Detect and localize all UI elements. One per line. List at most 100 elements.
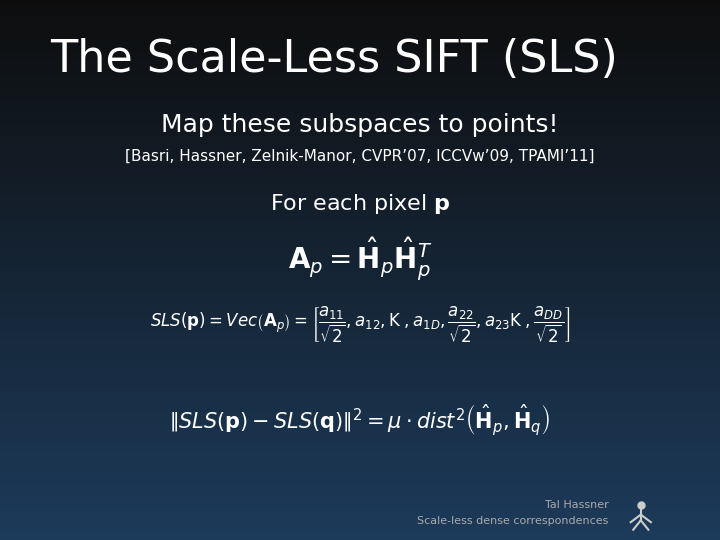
- Bar: [0, 38, 720, 40]
- Bar: [0, 408, 720, 410]
- Bar: [0, 238, 720, 240]
- Bar: [0, 481, 720, 483]
- Bar: [0, 526, 720, 529]
- Bar: [0, 246, 720, 248]
- Text: [Basri, Hassner, Zelnik-Manor, CVPR’07, ICCVw’09, TPAMI’11]: [Basri, Hassner, Zelnik-Manor, CVPR’07, …: [125, 148, 595, 164]
- Bar: [0, 232, 720, 235]
- Bar: [0, 24, 720, 27]
- Bar: [0, 184, 720, 186]
- Bar: [0, 16, 720, 19]
- Bar: [0, 329, 720, 332]
- Bar: [0, 310, 720, 313]
- Bar: [0, 256, 720, 259]
- Bar: [0, 111, 720, 113]
- Bar: [0, 43, 720, 46]
- Bar: [0, 32, 720, 35]
- Bar: [0, 335, 720, 338]
- Bar: [0, 437, 720, 440]
- Bar: [0, 421, 720, 424]
- Bar: [0, 373, 720, 375]
- Bar: [0, 103, 720, 105]
- Bar: [0, 35, 720, 38]
- Bar: [0, 130, 720, 132]
- Bar: [0, 402, 720, 405]
- Bar: [0, 381, 720, 383]
- Bar: [0, 400, 720, 402]
- Bar: [0, 135, 720, 138]
- Text: $\mathbf{A}_{p} = \hat{\mathbf{H}}_{p}\hat{\mathbf{H}}_{p}^{T}$: $\mathbf{A}_{p} = \hat{\mathbf{H}}_{p}\h…: [288, 235, 432, 282]
- Bar: [0, 516, 720, 518]
- Bar: [0, 535, 720, 537]
- Bar: [0, 278, 720, 281]
- Bar: [0, 302, 720, 305]
- Bar: [0, 259, 720, 262]
- Bar: [0, 289, 720, 292]
- Bar: [0, 27, 720, 30]
- Bar: [0, 105, 720, 108]
- Bar: [0, 59, 720, 62]
- Bar: [0, 462, 720, 464]
- Bar: [0, 200, 720, 202]
- Bar: [0, 324, 720, 327]
- Bar: [0, 451, 720, 454]
- Bar: [0, 0, 720, 3]
- Bar: [0, 86, 720, 89]
- Bar: [0, 305, 720, 308]
- Bar: [0, 62, 720, 65]
- Bar: [0, 294, 720, 297]
- Bar: [0, 81, 720, 84]
- Bar: [0, 224, 720, 227]
- Text: Scale-less dense correspondences: Scale-less dense correspondences: [417, 516, 608, 526]
- Bar: [0, 389, 720, 392]
- Bar: [0, 532, 720, 535]
- Bar: [0, 475, 720, 478]
- Bar: [0, 70, 720, 73]
- Bar: [0, 46, 720, 49]
- Bar: [0, 513, 720, 516]
- Bar: [0, 267, 720, 270]
- Bar: [0, 14, 720, 16]
- Bar: [0, 397, 720, 400]
- Bar: [0, 508, 720, 510]
- Bar: [0, 524, 720, 526]
- Bar: [0, 300, 720, 302]
- Bar: [0, 165, 720, 167]
- Bar: [0, 113, 720, 116]
- Bar: [0, 154, 720, 157]
- Bar: [0, 483, 720, 486]
- Bar: [0, 338, 720, 340]
- Bar: [0, 327, 720, 329]
- Bar: [0, 51, 720, 54]
- Bar: [0, 151, 720, 154]
- Bar: [0, 424, 720, 427]
- Bar: [0, 418, 720, 421]
- Bar: [0, 127, 720, 130]
- Bar: [0, 405, 720, 408]
- Bar: [0, 208, 720, 211]
- Bar: [0, 100, 720, 103]
- Bar: [0, 275, 720, 278]
- Bar: [0, 73, 720, 76]
- Bar: [0, 248, 720, 251]
- Bar: [0, 308, 720, 310]
- Bar: [0, 386, 720, 389]
- Bar: [0, 227, 720, 229]
- Bar: [0, 211, 720, 213]
- Bar: [0, 219, 720, 221]
- Bar: [0, 416, 720, 418]
- Bar: [0, 157, 720, 159]
- Bar: [0, 443, 720, 445]
- Bar: [0, 178, 720, 181]
- Bar: [0, 467, 720, 470]
- Text: Map these subspaces to points!: Map these subspaces to points!: [161, 113, 559, 137]
- Bar: [0, 529, 720, 532]
- Bar: [0, 432, 720, 435]
- Bar: [0, 375, 720, 378]
- Text: $SLS\left(\mathbf{p}\right)=Vec\left(\mathbf{A}_{p}\right)=\left[\dfrac{a_{11}}{: $SLS\left(\mathbf{p}\right)=Vec\left(\ma…: [150, 305, 570, 346]
- Bar: [0, 502, 720, 505]
- Bar: [0, 356, 720, 359]
- Bar: [0, 19, 720, 22]
- Bar: [0, 292, 720, 294]
- Bar: [0, 281, 720, 284]
- Bar: [0, 186, 720, 189]
